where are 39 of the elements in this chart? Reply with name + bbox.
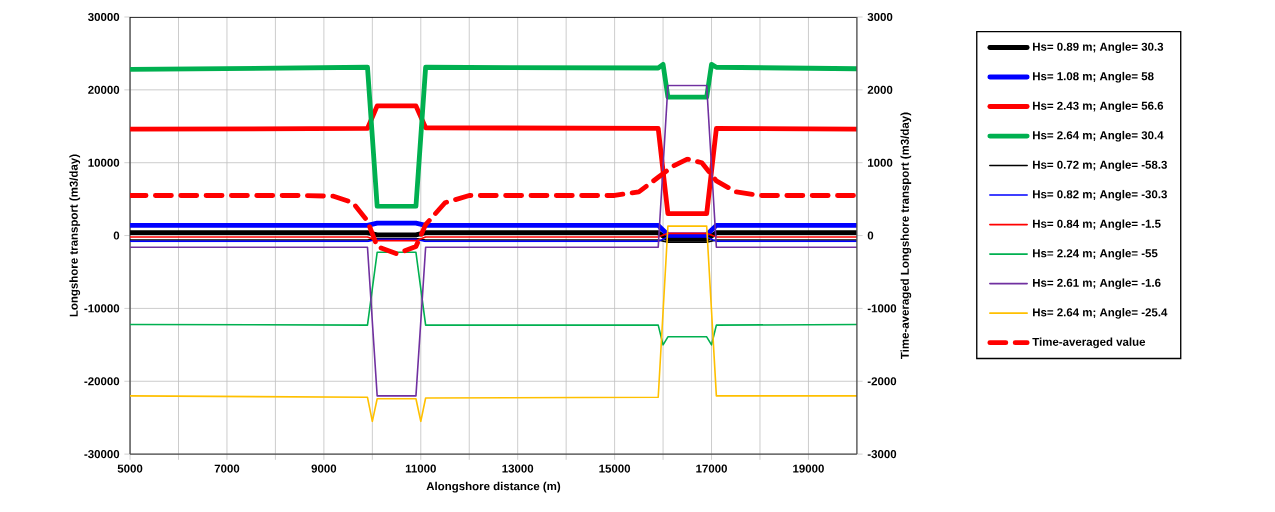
x-tick-label: 7000	[214, 464, 240, 473]
line-series	[130, 61, 857, 209]
legend-label: Hs= 0.82 m; Angle= -30.3	[1033, 189, 1167, 201]
y-tick-label: -10000	[84, 304, 120, 313]
legend-label: Hs= 2.43 m; Angle= 56.6	[1033, 101, 1164, 113]
x-tick-label: 15000	[599, 464, 631, 473]
y-tick-label: 0	[113, 231, 120, 240]
legend-label: Time-averaged value	[1032, 337, 1146, 349]
legend-label: Hs= 1.08 m; Angle= 58	[1033, 71, 1154, 83]
y2-tick-label: -1000	[867, 304, 897, 313]
y2-tick-label: 2000	[867, 85, 893, 94]
x-axis-title: Alongshore distance (m)	[426, 481, 561, 493]
y-tick-label: -20000	[84, 377, 120, 386]
line-series	[130, 225, 857, 423]
y-axis-title: Longshore transport (m3/day)	[69, 154, 81, 317]
y-tick-label: 10000	[88, 158, 120, 167]
legend-label: Hs= 0.89 m; Angle= 30.3	[1033, 42, 1164, 54]
y2-tick-label: 1000	[868, 158, 893, 167]
y-tick-label: 20000	[88, 85, 120, 94]
y2-tick-label: 3000	[867, 12, 893, 22]
y2-tick-label: -2000	[867, 377, 897, 386]
y-tick-label: 30000	[88, 12, 120, 22]
y2-tick-label: -3000	[867, 449, 897, 459]
x-tick-label: 5000	[117, 464, 143, 473]
legend-label: Hs= 0.84 m; Angle= -1.5	[1033, 219, 1161, 231]
legend-label: Hs= 2.64 m; Angle= 30.4	[1033, 130, 1164, 142]
legend-label: Hs= 2.24 m; Angle= -55	[1033, 248, 1158, 260]
x-tick-label: 19000	[793, 464, 824, 473]
x-tick-label: 11000	[405, 464, 436, 473]
legend-label: Hs= 0.72 m; Angle= -58.3	[1033, 160, 1167, 172]
x-tick-label: 17000	[696, 464, 727, 473]
legend-label: Hs= 2.61 m; Angle= -1.6	[1033, 278, 1161, 290]
line-series	[130, 251, 857, 346]
y2-axis-title: Time-averaged Longshore transport (m3/day)	[900, 112, 912, 359]
y-tick-label: -30000	[84, 449, 120, 459]
legend-label: Hs= 2.64 m; Angle= -25.4	[1033, 307, 1168, 319]
y2-tick-label: 0	[867, 231, 874, 240]
x-tick-label: 13000	[502, 464, 534, 473]
x-tick-label: 9000	[311, 464, 337, 473]
